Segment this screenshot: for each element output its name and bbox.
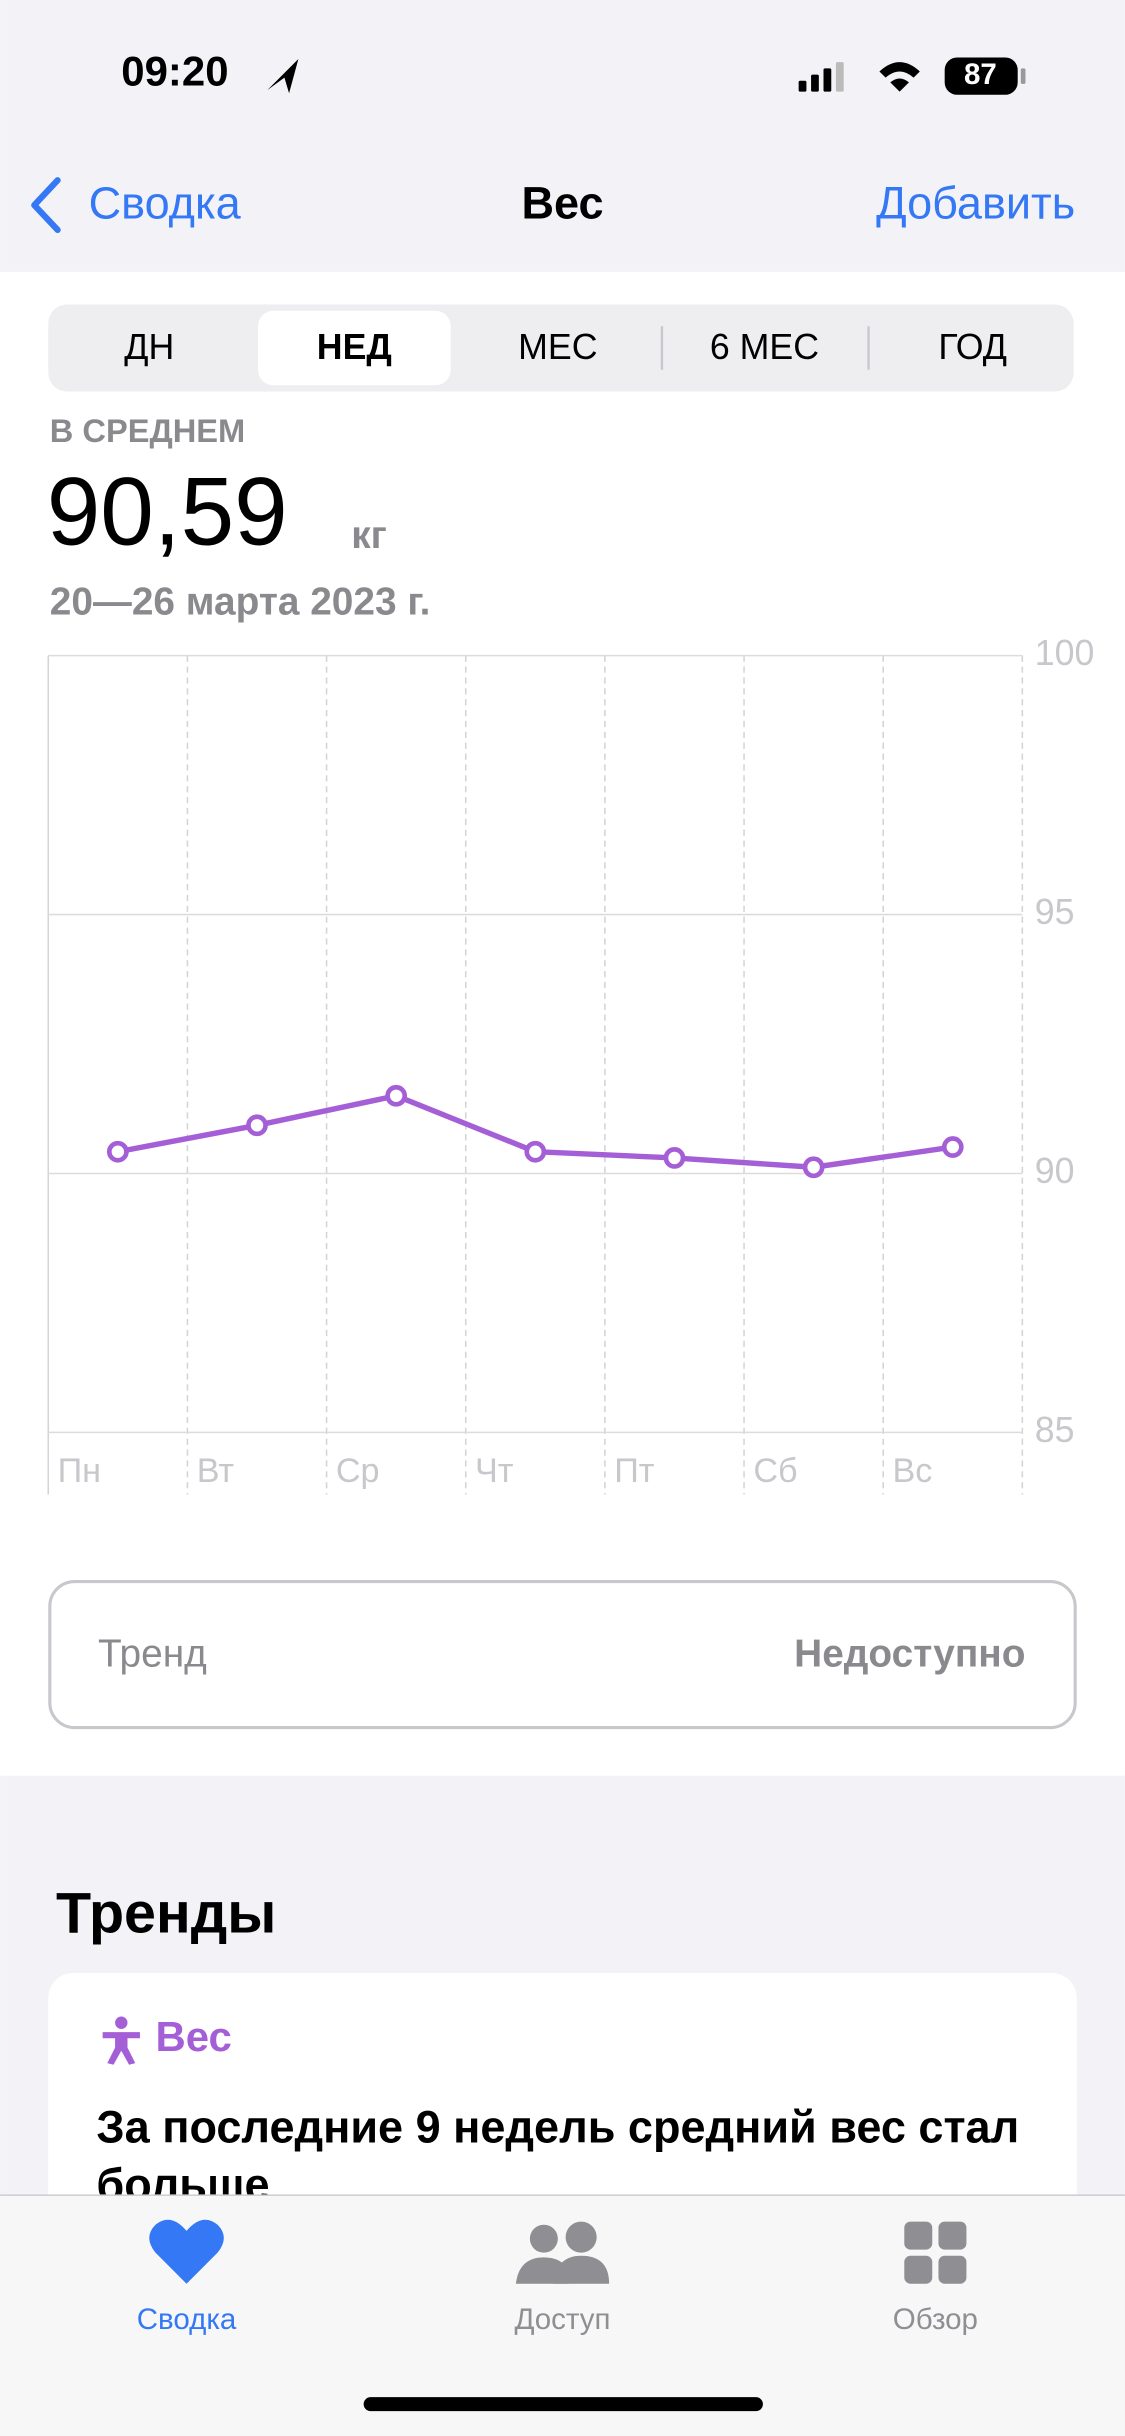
data-point [941, 1136, 964, 1158]
x-tick-label: Вт [197, 1452, 235, 1490]
data-point [802, 1156, 825, 1179]
x-tick-label: Пт [614, 1452, 655, 1490]
summary-value: 90,59 [47, 458, 288, 565]
segment-selected [258, 310, 451, 386]
data-point [246, 1114, 268, 1137]
trend-label: Тренд [98, 1632, 207, 1675]
trends-card-title: Вес [155, 2013, 231, 2060]
battery-level: 87 [964, 58, 997, 91]
segment[interactable]: НЕД [317, 327, 392, 367]
back-chevron[interactable] [31, 177, 61, 234]
home-indicator [363, 2397, 763, 2412]
segment[interactable]: ГОД [938, 327, 1007, 367]
back-button[interactable]: Сводка [89, 178, 242, 229]
tab-label[interactable]: Обзор [893, 2303, 978, 2336]
x-tick-label: Вс [893, 1452, 933, 1490]
summary-tab-icon[interactable] [149, 2219, 224, 2284]
x-tick-label: Пн [58, 1452, 101, 1490]
main-panel [0, 271, 1125, 1776]
summary-range: 20—26 марта 2023 г. [50, 581, 431, 624]
add-button[interactable]: Добавить [876, 178, 1075, 229]
y-tick-label: 85 [1035, 1410, 1075, 1450]
battery-icon [944, 57, 1018, 95]
x-tick-label: Ср [336, 1452, 380, 1490]
data-point [524, 1140, 547, 1163]
y-tick-label: 95 [1035, 892, 1075, 932]
trend-card [48, 1579, 1077, 1730]
x-tick-label: Сб [753, 1452, 797, 1490]
tab-label[interactable]: Сводка [137, 2303, 237, 2336]
y-tick-label: 90 [1035, 1151, 1075, 1191]
segment[interactable]: ДН [124, 327, 174, 367]
summary-label: В СРЕДНЕМ [50, 412, 245, 449]
data-point [663, 1147, 686, 1169]
trend-value: Недоступно [794, 1632, 1025, 1675]
chart: 85 90 95 100 Пн Вт Ср Чт Пт Сб Вс [47, 633, 1095, 1495]
tab-label[interactable]: Доступ [514, 2303, 610, 2336]
x-tick-label: Чт [475, 1452, 514, 1490]
body-icon [102, 2016, 140, 2065]
trends-title: Тренды [56, 1881, 276, 1945]
wifi-icon [879, 62, 920, 92]
location-icon [267, 59, 299, 94]
nav-title: Вес [521, 178, 603, 229]
battery-cap [1020, 68, 1026, 84]
segment[interactable]: МЕС [518, 327, 597, 367]
signal-icon [798, 62, 844, 92]
segment[interactable]: 6 МЕС [710, 327, 819, 367]
browse-tab-icon[interactable] [904, 2221, 967, 2284]
sharing-tab-icon[interactable] [515, 2221, 610, 2284]
data-point [106, 1140, 129, 1163]
summary-unit: кг [351, 514, 387, 557]
y-tick-label: 100 [1035, 633, 1095, 673]
data-point [385, 1084, 408, 1107]
status-time: 09:20 [121, 48, 228, 95]
